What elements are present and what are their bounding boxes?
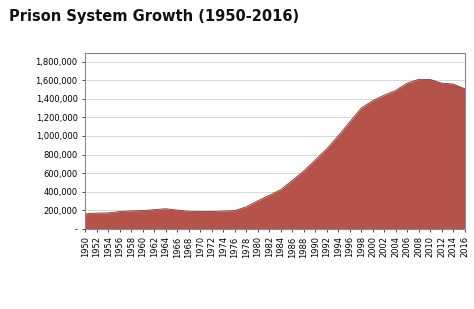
Text: Prison System Growth (1950-2016): Prison System Growth (1950-2016) xyxy=(9,9,300,24)
